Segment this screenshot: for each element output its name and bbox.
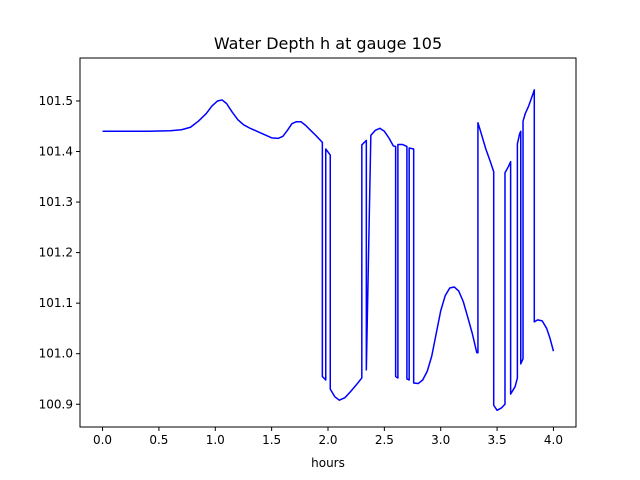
y-tick-label: 101.1 <box>39 296 73 310</box>
y-tick-label: 101.4 <box>39 145 73 159</box>
x-tick-label: 3.5 <box>488 433 507 447</box>
x-tick-label: 0.0 <box>93 433 112 447</box>
x-tick-label: 1.5 <box>262 433 281 447</box>
x-tick-label: 1.0 <box>206 433 225 447</box>
axes-frame <box>79 57 577 428</box>
y-tick-label: 101.3 <box>39 195 73 209</box>
y-tick-label: 101.0 <box>39 347 73 361</box>
x-tick-label: 3.0 <box>431 433 450 447</box>
x-axis: 0.0 0.5 1.0 1.5 2.0 2.5 3.0 3.5 4.0 <box>93 427 563 447</box>
plot-area <box>102 89 555 412</box>
y-axis: 100.9 101.0 101.1 101.2 101.3 101.4 101.5 <box>39 94 80 411</box>
x-tick-label: 2.5 <box>375 433 394 447</box>
x-axis-label: hours <box>311 456 345 470</box>
y-tick-label: 101.5 <box>39 94 73 108</box>
series-line-0 <box>102 89 555 412</box>
x-tick-label: 4.0 <box>544 433 563 447</box>
chart-title: Water Depth h at gauge 105 <box>214 34 442 53</box>
y-tick-label: 100.9 <box>39 397 73 411</box>
y-tick-label: 101.2 <box>39 246 73 260</box>
x-tick-label: 0.5 <box>149 433 168 447</box>
x-tick-label: 2.0 <box>318 433 337 447</box>
